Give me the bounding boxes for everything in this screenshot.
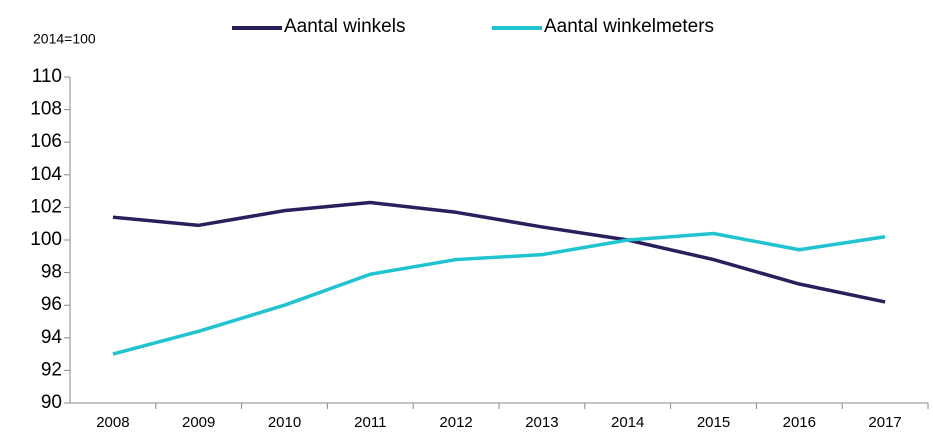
y-tick-label: 94 bbox=[41, 327, 63, 348]
x-tick-label: 2014 bbox=[611, 414, 644, 431]
x-tick-label: 2017 bbox=[868, 414, 901, 431]
x-tick-label: 2016 bbox=[783, 414, 816, 431]
y-tick-label: 96 bbox=[41, 294, 62, 315]
x-tick-label: 2008 bbox=[96, 414, 129, 431]
y-axis-label: 2014=100 bbox=[33, 31, 96, 47]
y-tick-label: 104 bbox=[30, 164, 62, 185]
legend-label: Aantal winkels bbox=[284, 16, 405, 37]
x-tick-label: 2013 bbox=[525, 414, 558, 431]
y-tick-label: 92 bbox=[41, 359, 62, 380]
x-tick-label: 2009 bbox=[182, 414, 215, 431]
x-tick-label: 2012 bbox=[439, 414, 472, 431]
y-tick-label: 106 bbox=[30, 131, 62, 152]
y-tick-label: 110 bbox=[32, 66, 62, 87]
legend-label: Aantal winkelmeters bbox=[544, 16, 714, 37]
y-tick-label: 98 bbox=[41, 262, 62, 283]
x-tick-label: 2015 bbox=[697, 414, 730, 431]
y-tick-label: 100 bbox=[30, 229, 62, 250]
line bbox=[112, 200, 886, 304]
y-tick-label: 108 bbox=[30, 99, 62, 120]
line bbox=[112, 231, 886, 356]
x-tick-label: 2011 bbox=[354, 414, 386, 431]
x-tick-label: 2010 bbox=[268, 414, 301, 431]
y-tick-label: 102 bbox=[30, 196, 62, 217]
y-tick-label: 90 bbox=[41, 392, 62, 413]
